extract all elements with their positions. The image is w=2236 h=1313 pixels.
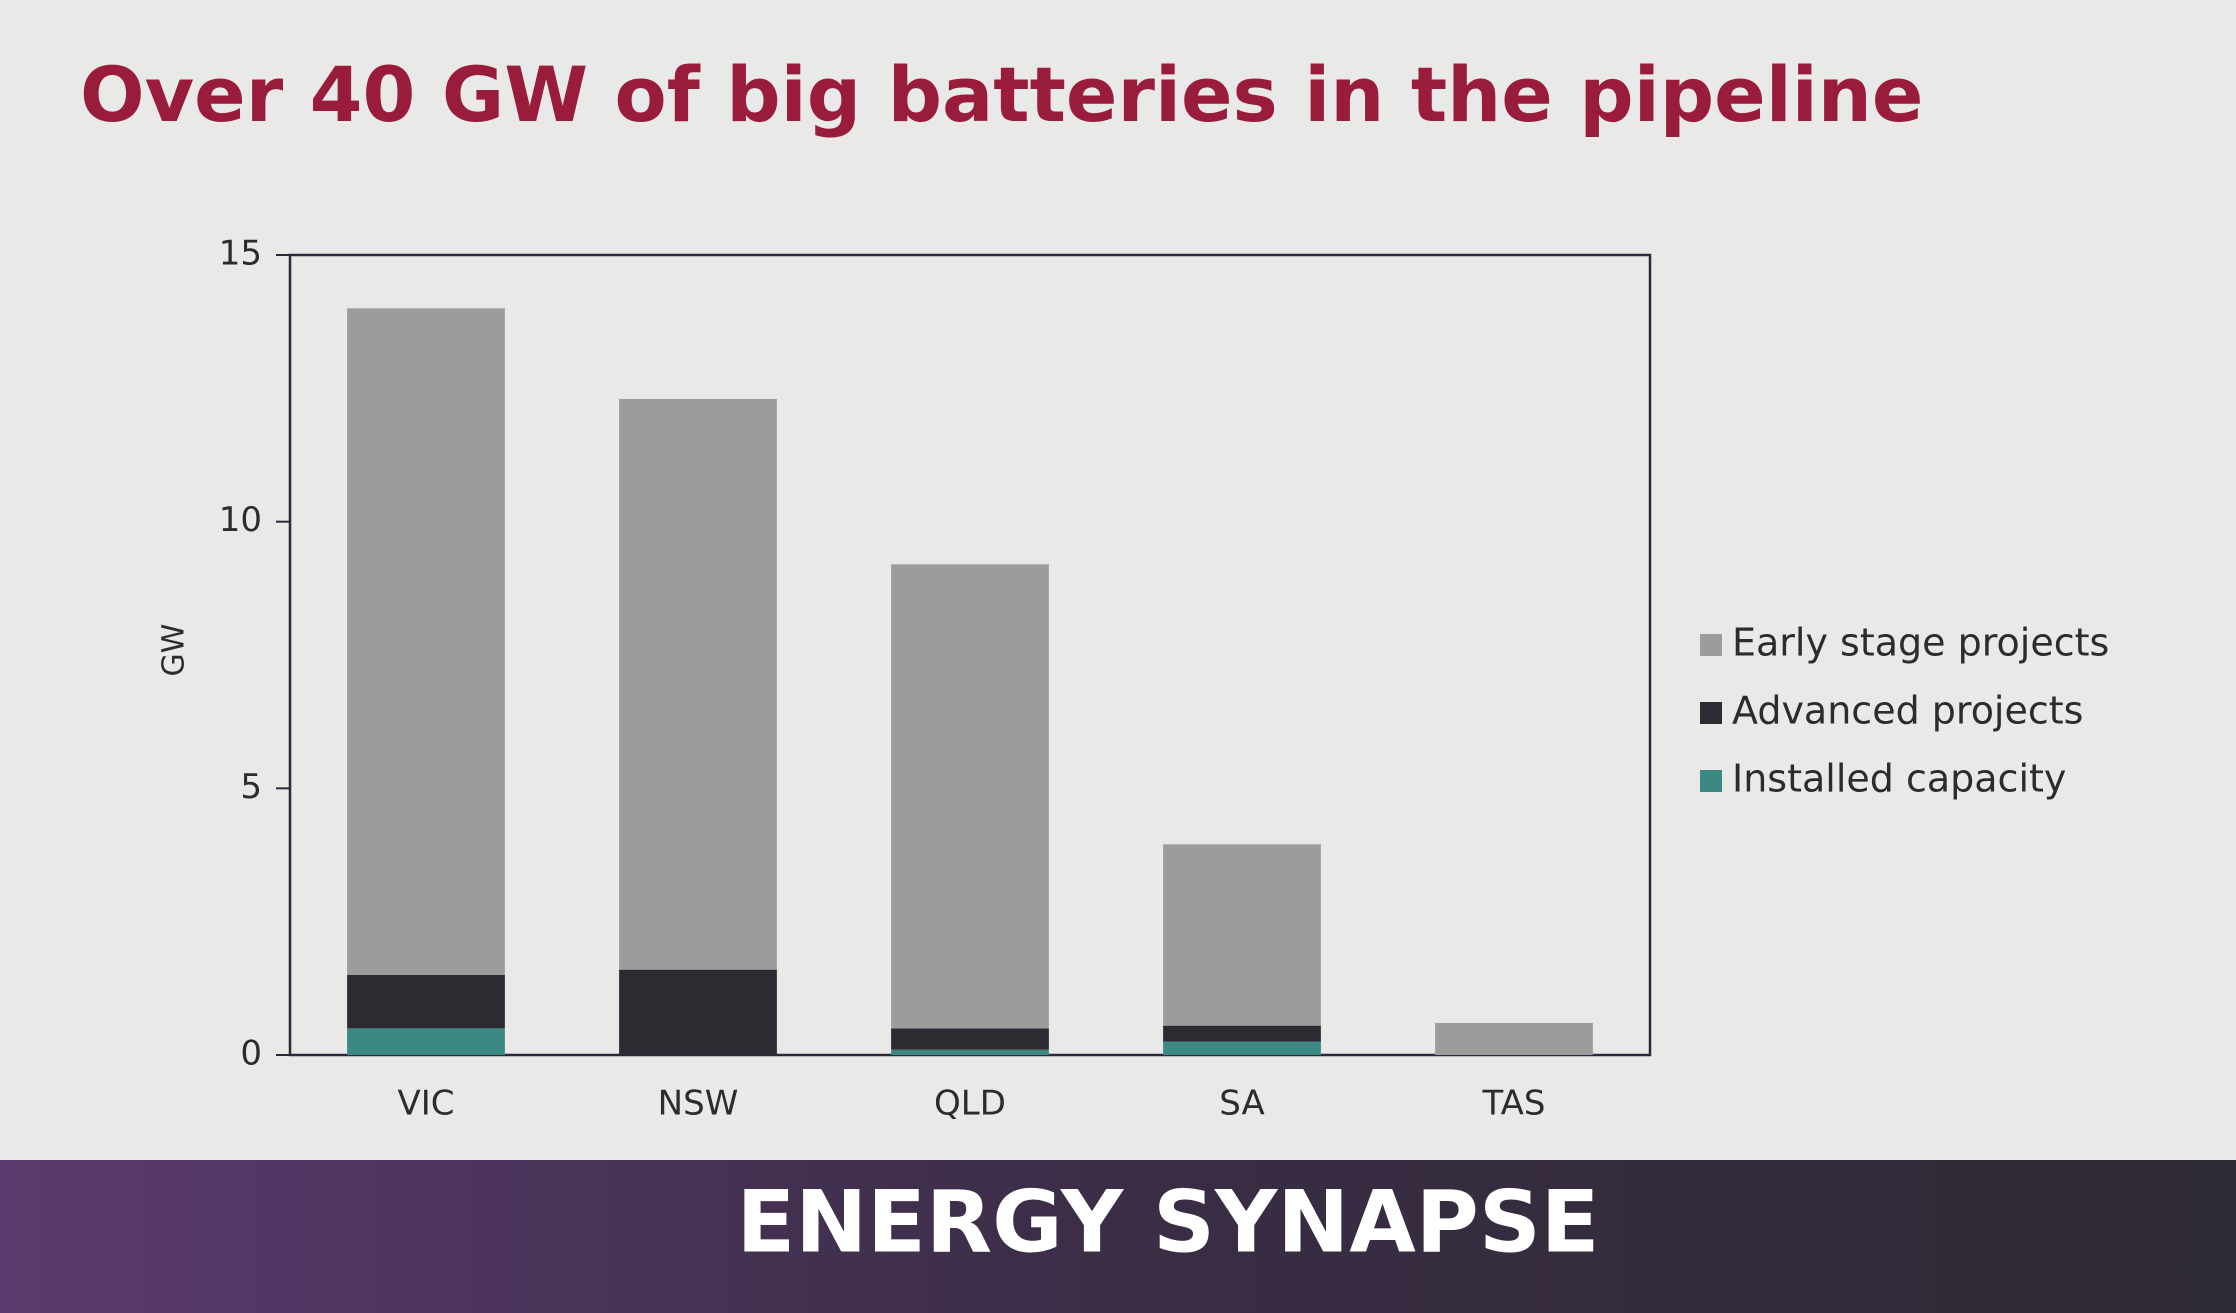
legend-swatch bbox=[1700, 770, 1722, 792]
y-axis-label: GW bbox=[157, 624, 192, 677]
bar-segment bbox=[1435, 1023, 1593, 1055]
x-tick-label: NSW bbox=[658, 1084, 739, 1124]
x-tick-label: VIC bbox=[397, 1084, 454, 1124]
legend-label: Early stage projects bbox=[1732, 621, 2109, 665]
legend-swatch bbox=[1700, 702, 1722, 724]
y-tick-label: 5 bbox=[240, 767, 262, 807]
bar-segment bbox=[347, 1028, 505, 1055]
x-tick-label: TAS bbox=[1482, 1084, 1546, 1124]
legend-label: Installed capacity bbox=[1732, 757, 2066, 801]
chart-title: Over 40 GW of big batteries in the pipel… bbox=[80, 50, 1923, 139]
footer-logo: ENERGY SYNAPSE bbox=[736, 1172, 1599, 1272]
bar-segment bbox=[891, 564, 1049, 1029]
bar-segment bbox=[891, 1049, 1049, 1055]
bar-segment bbox=[619, 399, 777, 970]
footer-band bbox=[0, 1160, 2236, 1313]
legend-swatch bbox=[1700, 634, 1722, 656]
y-tick-label: 15 bbox=[219, 234, 262, 274]
x-tick-label: SA bbox=[1219, 1084, 1264, 1124]
bar-segment bbox=[619, 969, 777, 1055]
x-tick-label: QLD bbox=[934, 1084, 1006, 1124]
bar-segment bbox=[1163, 1041, 1321, 1055]
legend-label: Advanced projects bbox=[1732, 689, 2083, 733]
bar-segment bbox=[347, 308, 505, 975]
y-tick-label: 10 bbox=[219, 500, 262, 540]
y-tick-label: 0 bbox=[240, 1034, 262, 1074]
slide-background bbox=[0, 0, 2236, 1160]
bar-segment bbox=[1163, 1025, 1321, 1042]
bar-segment bbox=[347, 975, 505, 1029]
bar-segment bbox=[891, 1028, 1049, 1050]
bar-segment bbox=[1163, 844, 1321, 1026]
